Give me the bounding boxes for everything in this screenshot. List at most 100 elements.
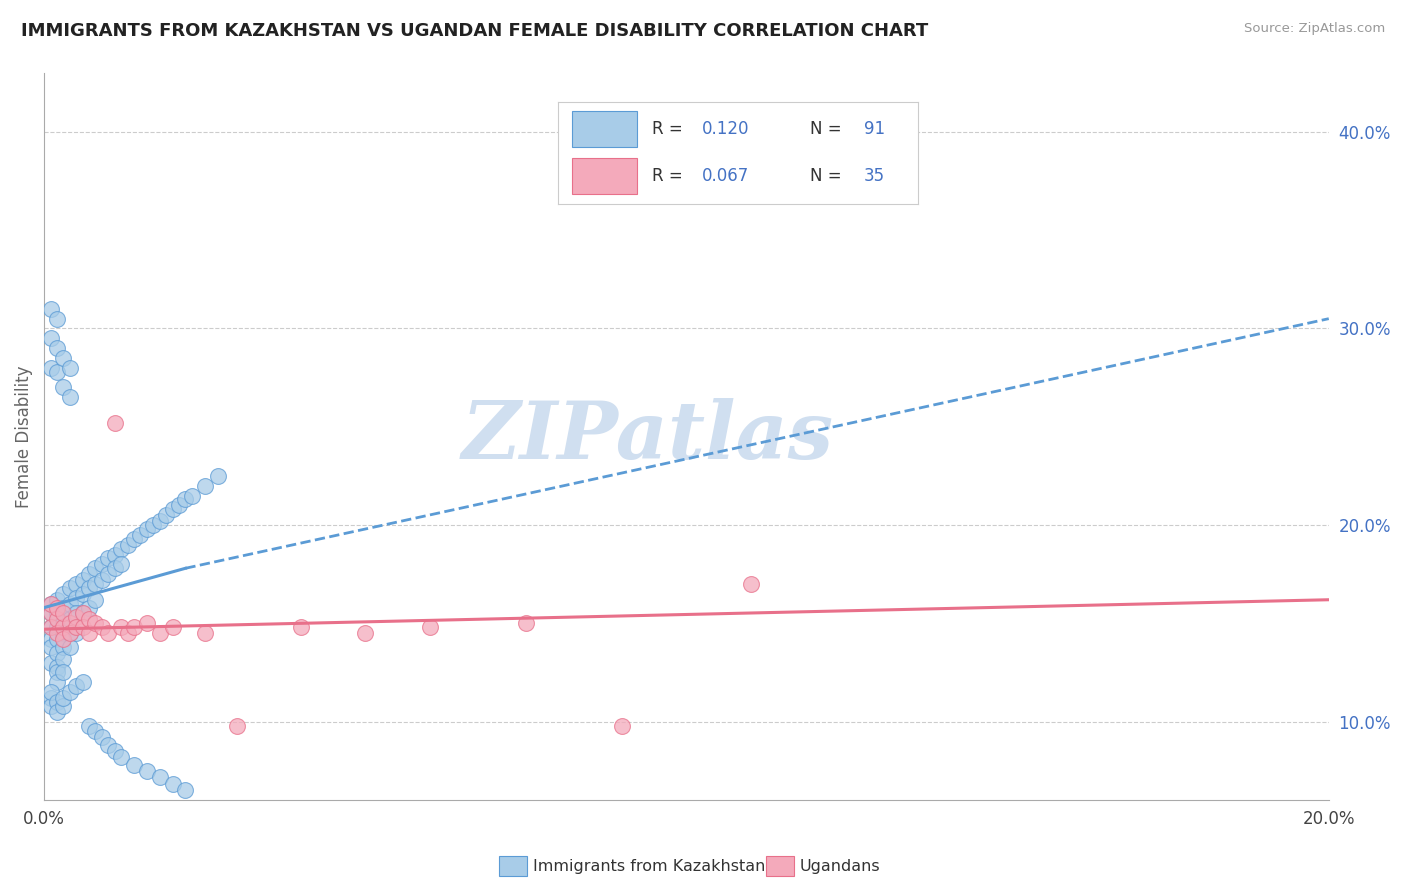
Point (46, 659, 69, 673)
Point (167, 499, 190, 513)
Point (65, 626, 87, 640)
Point (122, 532, 145, 546)
Point (180, 489, 202, 503)
Point (194, 626, 217, 640)
Point (59, 685, 82, 699)
Point (46, 675, 69, 690)
Point (52, 632, 75, 646)
Point (46, 311, 69, 326)
Point (104, 744, 127, 758)
Point (46, 632, 69, 646)
Point (65, 679, 87, 693)
Point (52, 691, 75, 706)
Point (59, 597, 82, 611)
Point (135, 522, 157, 536)
Point (39, 620, 62, 634)
Point (52, 665, 75, 680)
Point (162, 777, 184, 791)
Point (39, 698, 62, 713)
Point (52, 587, 75, 601)
Point (52, 600, 75, 615)
Point (59, 640, 82, 654)
Point (52, 698, 75, 713)
Point (46, 365, 69, 379)
Point (97, 738, 120, 752)
Point (72, 620, 94, 634)
Point (142, 518, 165, 533)
Point (39, 360, 62, 375)
Point (135, 616, 157, 631)
Point (65, 591, 87, 605)
Text: ZIPatlas: ZIPatlas (461, 398, 834, 475)
Point (110, 541, 132, 556)
Point (52, 651, 75, 665)
Point (52, 616, 75, 631)
Point (354, 626, 377, 640)
Point (72, 607, 94, 621)
Point (72, 573, 94, 587)
Point (72, 675, 94, 690)
Point (77, 626, 100, 640)
Point (104, 548, 127, 562)
Point (122, 757, 145, 772)
Point (46, 705, 69, 719)
Point (97, 626, 120, 640)
Point (59, 390, 82, 404)
Point (72, 587, 94, 601)
Point (104, 561, 127, 575)
Point (52, 607, 75, 621)
Point (129, 528, 152, 542)
Point (77, 612, 100, 626)
Point (46, 665, 69, 680)
Point (225, 718, 247, 732)
Point (52, 620, 75, 634)
Point (39, 597, 62, 611)
Point (162, 502, 184, 516)
Text: Source: ZipAtlas.com: Source: ZipAtlas.com (1244, 22, 1385, 36)
Point (77, 567, 100, 582)
Point (122, 620, 145, 634)
Point (207, 469, 229, 483)
Point (110, 558, 132, 572)
Point (39, 607, 62, 621)
Point (39, 632, 62, 646)
Point (84, 561, 107, 575)
Point (52, 640, 75, 654)
Point (46, 341, 69, 355)
Point (65, 610, 87, 624)
Point (84, 577, 107, 591)
Point (39, 656, 62, 670)
Point (46, 620, 69, 634)
Point (110, 750, 132, 764)
Point (52, 626, 75, 640)
Point (46, 592, 69, 607)
Point (149, 514, 172, 528)
Point (46, 600, 69, 615)
Point (72, 607, 94, 621)
Text: IMMIGRANTS FROM KAZAKHSTAN VS UGANDAN FEMALE DISABILITY CORRELATION CHART: IMMIGRANTS FROM KAZAKHSTAN VS UGANDAN FE… (21, 22, 928, 40)
Point (77, 600, 100, 615)
Point (39, 685, 62, 699)
Point (110, 620, 132, 634)
Point (97, 567, 120, 582)
Point (39, 691, 62, 706)
Point (39, 620, 62, 634)
Point (46, 626, 69, 640)
Point (39, 607, 62, 621)
Point (155, 508, 177, 523)
Point (90, 620, 112, 634)
Point (46, 646, 69, 660)
Point (90, 573, 112, 587)
Point (52, 351, 75, 365)
Point (59, 616, 82, 631)
Point (90, 731, 112, 745)
Point (162, 620, 184, 634)
Point (84, 616, 107, 631)
Point (104, 416, 127, 430)
Point (174, 492, 197, 507)
Point (194, 479, 217, 493)
Text: Ugandans: Ugandans (800, 859, 880, 873)
Point (515, 616, 537, 631)
Point (59, 626, 82, 640)
Point (39, 640, 62, 654)
